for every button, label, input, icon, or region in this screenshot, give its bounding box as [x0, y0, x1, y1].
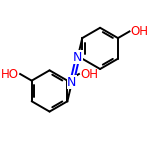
- Text: HO: HO: [1, 68, 19, 81]
- Text: OH: OH: [131, 25, 149, 38]
- Text: N: N: [73, 51, 82, 64]
- Text: OH: OH: [80, 68, 98, 81]
- Text: N: N: [67, 76, 76, 89]
